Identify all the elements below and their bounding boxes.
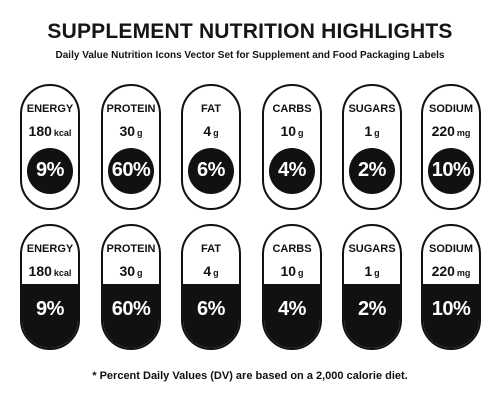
nutrient-unit: g bbox=[298, 268, 304, 278]
nutrient-unit: g bbox=[137, 128, 143, 138]
nutrient-name: FAT bbox=[201, 243, 221, 255]
nutrient-badge-energy: ENERGY 180 kcal 9% bbox=[20, 224, 80, 350]
nutrient-value: 10 bbox=[280, 263, 297, 279]
nutrient-value: 30 bbox=[119, 263, 136, 279]
nutrient-percent: 4% bbox=[278, 298, 306, 320]
nutrient-unit: mg bbox=[456, 268, 471, 278]
nutrient-unit: g bbox=[374, 128, 380, 138]
nutrient-badge-protein: PROTEIN 30 g 60% bbox=[101, 84, 161, 210]
nutrient-name: CARBS bbox=[272, 103, 312, 115]
nutrient-unit: g bbox=[374, 268, 380, 278]
nutrient-name: PROTEIN bbox=[106, 243, 156, 255]
nutrient-name: SUGARS bbox=[348, 243, 396, 255]
percent-circle bbox=[188, 148, 234, 194]
percent-fill bbox=[183, 284, 239, 348]
percent-circle bbox=[27, 148, 73, 194]
nutrient-amount: 30 g bbox=[103, 263, 159, 279]
percent-fill bbox=[423, 284, 479, 348]
nutrient-percent: 10% bbox=[431, 298, 471, 320]
nutrient-percent: 4% bbox=[278, 159, 306, 181]
nutrient-amount: 30 g bbox=[103, 123, 159, 139]
nutrient-value: 1 bbox=[364, 263, 373, 279]
nutrient-value: 4 bbox=[203, 123, 212, 139]
percent-fill bbox=[103, 284, 159, 348]
percent-circle bbox=[269, 148, 315, 194]
nutrient-badge-carbs: CARBS 10 g 4% bbox=[262, 224, 322, 350]
nutrient-percent: 60% bbox=[111, 298, 151, 320]
nutrient-badge-protein: PROTEIN 30 g 60% bbox=[101, 224, 161, 350]
nutrient-value: 220 bbox=[431, 263, 455, 279]
percent-fill bbox=[22, 284, 78, 348]
nutrient-value: 1 bbox=[364, 123, 373, 139]
nutrient-badge-carbs: CARBS 10 g 4% bbox=[262, 84, 322, 210]
nutrient-name: ENERGY bbox=[26, 243, 74, 255]
nutrient-percent: 2% bbox=[358, 159, 386, 181]
page-subtitle: Daily Value Nutrition Icons Vector Set f… bbox=[55, 50, 445, 61]
page-title: SUPPLEMENT NUTRITION HIGHLIGHTS bbox=[47, 20, 453, 43]
nutrient-value: 4 bbox=[203, 263, 212, 279]
nutrient-name: CARBS bbox=[272, 243, 312, 255]
nutrient-badge-sodium: SODIUM 220 mg 10% bbox=[421, 84, 481, 210]
nutrient-name: SUGARS bbox=[348, 103, 396, 115]
nutrient-value: 30 bbox=[119, 123, 136, 139]
nutrient-badge-energy: ENERGY 180 kcal 9% bbox=[20, 84, 80, 210]
nutrient-amount: 220 mg bbox=[423, 263, 479, 279]
nutrient-badge-sodium: SODIUM 220 mg 10% bbox=[421, 224, 481, 350]
nutrient-name: PROTEIN bbox=[106, 103, 156, 115]
nutrient-unit: mg bbox=[456, 128, 471, 138]
nutrient-percent: 6% bbox=[197, 159, 225, 181]
nutrient-percent: 9% bbox=[36, 159, 64, 181]
nutrient-value: 220 bbox=[431, 123, 455, 139]
nutrient-percent: 2% bbox=[358, 298, 386, 320]
nutrient-unit: g bbox=[213, 128, 219, 138]
nutrient-name: SODIUM bbox=[429, 103, 473, 115]
nutrient-unit: g bbox=[213, 268, 219, 278]
percent-circle bbox=[349, 148, 395, 194]
nutrient-amount: 180 kcal bbox=[22, 263, 78, 279]
nutrient-value: 10 bbox=[280, 123, 297, 139]
percent-circle bbox=[108, 148, 154, 194]
nutrient-unit: kcal bbox=[53, 128, 72, 138]
percent-fill bbox=[264, 284, 320, 348]
nutrient-unit: g bbox=[298, 128, 304, 138]
footnote: * Percent Daily Values (DV) are based on… bbox=[92, 370, 408, 382]
nutrient-name: SODIUM bbox=[429, 243, 473, 255]
nutrient-amount: 10 g bbox=[264, 123, 320, 139]
percent-circle bbox=[428, 148, 474, 194]
nutrient-value: 180 bbox=[28, 263, 52, 279]
nutrient-value: 180 bbox=[28, 123, 52, 139]
nutrient-amount: 220 mg bbox=[423, 123, 479, 139]
nutrient-amount: 10 g bbox=[264, 263, 320, 279]
nutrient-percent: 9% bbox=[36, 298, 64, 320]
nutrient-percent: 60% bbox=[111, 159, 151, 181]
nutrient-unit: g bbox=[137, 268, 143, 278]
nutrient-name: ENERGY bbox=[26, 103, 74, 115]
nutrient-unit: kcal bbox=[53, 268, 72, 278]
nutrient-percent: 10% bbox=[431, 159, 471, 181]
nutrient-amount: 180 kcal bbox=[22, 123, 78, 139]
percent-fill bbox=[344, 284, 400, 348]
nutrient-percent: 6% bbox=[197, 298, 225, 320]
nutrient-name: FAT bbox=[201, 103, 221, 115]
